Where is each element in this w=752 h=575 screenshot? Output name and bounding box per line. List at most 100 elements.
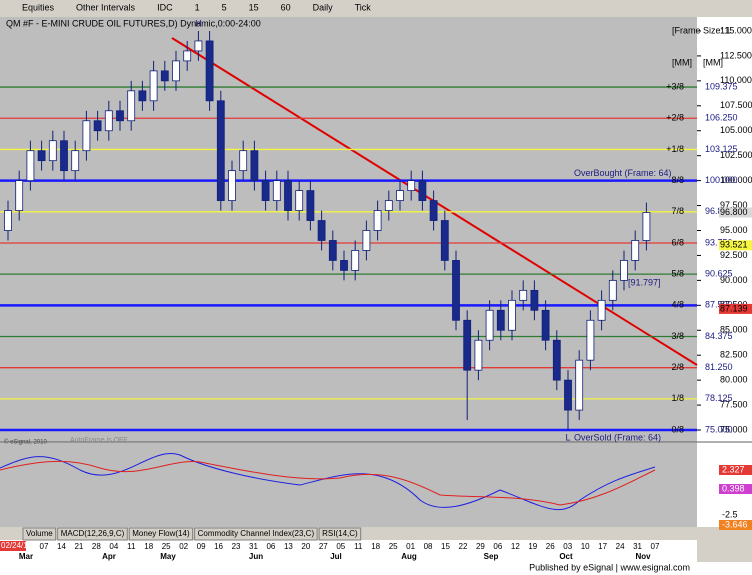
candle-body xyxy=(508,299,516,331)
date-label: 06 xyxy=(493,542,502,551)
macd-line xyxy=(0,453,656,510)
y-tick-label: 80.000 xyxy=(720,375,748,385)
murrey-name: 8/8 xyxy=(671,175,684,185)
y-tick-label: 115.000 xyxy=(720,25,752,35)
murrey-value: 81.250 xyxy=(705,362,733,372)
murrey-value: 87.500 xyxy=(705,300,733,310)
oversold-label: OverSold (Frame: 64) xyxy=(574,432,661,442)
date-label: 25 xyxy=(162,542,171,551)
low-marker: L xyxy=(565,432,570,442)
candle-body xyxy=(642,212,651,241)
month-label: Apr xyxy=(102,552,116,561)
footer-bar xyxy=(0,562,752,575)
toolbar-button[interactable]: Tick xyxy=(355,2,372,12)
candle-body xyxy=(261,180,270,201)
candle-body xyxy=(183,50,192,62)
candle-body xyxy=(127,90,136,122)
toolbar-button[interactable]: 5 xyxy=(222,2,227,12)
macd-panel xyxy=(0,443,697,527)
date-label: 18 xyxy=(371,542,380,551)
y-tick-label: 105.000 xyxy=(720,125,752,135)
candle-body xyxy=(216,100,225,201)
murrey-value: 90.625 xyxy=(705,269,733,279)
tab-border xyxy=(57,527,128,541)
candle-body xyxy=(239,150,248,172)
date-label: 08 xyxy=(424,542,433,551)
toolbar-button[interactable]: 60 xyxy=(281,2,291,12)
candle-body xyxy=(351,250,360,271)
candle-body xyxy=(620,260,628,281)
y-tick-label: 112.500 xyxy=(720,50,752,60)
candle-body xyxy=(295,190,304,211)
overbought-label: OverBought (Frame: 64) xyxy=(574,168,672,178)
price-tag-label: 96.800 xyxy=(720,207,748,217)
candle-body xyxy=(104,110,113,132)
murrey-name: +1/8 xyxy=(666,144,684,154)
candle-body xyxy=(474,339,483,371)
price-tag-label: 93.521 xyxy=(720,240,748,250)
candle-body xyxy=(15,180,24,211)
candle-body xyxy=(485,309,494,341)
toolbar-button[interactable]: 15 xyxy=(249,2,259,12)
macd-tag xyxy=(719,520,752,530)
date-label: 03 xyxy=(563,542,572,551)
candle-body xyxy=(564,379,572,411)
murrey-name: 6/8 xyxy=(671,237,684,247)
panel-tab[interactable]: MACD(12,26,9,C) xyxy=(61,529,125,538)
candle-body xyxy=(541,309,550,341)
date-label: 21 xyxy=(74,542,83,551)
candle-body xyxy=(228,170,236,201)
price-tag xyxy=(719,240,752,251)
panel-tab[interactable]: RSI(14,C) xyxy=(322,529,358,538)
date-label: 05 xyxy=(336,542,345,551)
murrey-value: 93.750 xyxy=(705,237,733,247)
month-label: May xyxy=(160,552,176,561)
candle-body xyxy=(608,279,617,301)
date-label: 07 xyxy=(651,542,660,551)
mm-label: [MM] xyxy=(703,57,723,67)
toolbar-button[interactable]: IDC xyxy=(157,2,173,12)
murrey-name: 3/8 xyxy=(671,331,684,341)
candle-body xyxy=(250,150,259,182)
candle-body xyxy=(160,70,169,82)
murrey-name: +3/8 xyxy=(666,81,684,91)
toolbar-button[interactable]: Other Intervals xyxy=(76,2,136,12)
frame-label: [Frame Size: 1 xyxy=(672,25,731,35)
y-tick-label: 75.000 xyxy=(720,424,748,434)
date-label: 12 xyxy=(511,542,520,551)
murrey-value: 75.000 xyxy=(705,424,733,434)
high-marker: H xyxy=(195,18,202,28)
month-label: Mar xyxy=(19,552,33,561)
tab-border xyxy=(194,527,318,541)
panel-tab[interactable]: Volume xyxy=(26,529,53,538)
candle-body xyxy=(116,110,124,122)
candle-body xyxy=(172,60,180,82)
date-axis xyxy=(0,540,697,562)
macd-label: -3.646 xyxy=(722,519,748,529)
murrey-name: 5/8 xyxy=(671,269,684,279)
price-tag xyxy=(719,207,752,218)
toolbar-button[interactable]: Equities xyxy=(22,2,55,12)
candle-body xyxy=(48,140,57,162)
price-panel xyxy=(0,17,697,442)
murrey-value: 84.375 xyxy=(705,331,733,341)
toolbar-button[interactable]: Daily xyxy=(313,2,334,12)
candle-body xyxy=(440,220,449,261)
tab-border xyxy=(318,527,362,541)
panel-tab[interactable]: Money Flow(14) xyxy=(132,529,190,538)
y-tick-label: 85.000 xyxy=(720,325,748,335)
toolbar-button[interactable]: 1 xyxy=(195,2,200,12)
murrey-value: 109.375 xyxy=(705,81,738,91)
month-label: Aug xyxy=(401,552,417,561)
date-label: 02 xyxy=(179,542,188,551)
mm-label: [MM] xyxy=(672,57,692,67)
macd-tag xyxy=(719,484,752,494)
date-label: 20 xyxy=(301,542,310,551)
month-label: Jun xyxy=(249,552,263,561)
candle-body xyxy=(194,40,203,52)
y-tick-label: 102.500 xyxy=(720,150,752,160)
date-label: 14 xyxy=(57,542,66,551)
y-tick-label: 77.500 xyxy=(720,399,748,409)
panel-tab[interactable]: Commodity Channel Index(23,C) xyxy=(198,529,315,538)
murrey-name: 1/8 xyxy=(671,393,684,403)
